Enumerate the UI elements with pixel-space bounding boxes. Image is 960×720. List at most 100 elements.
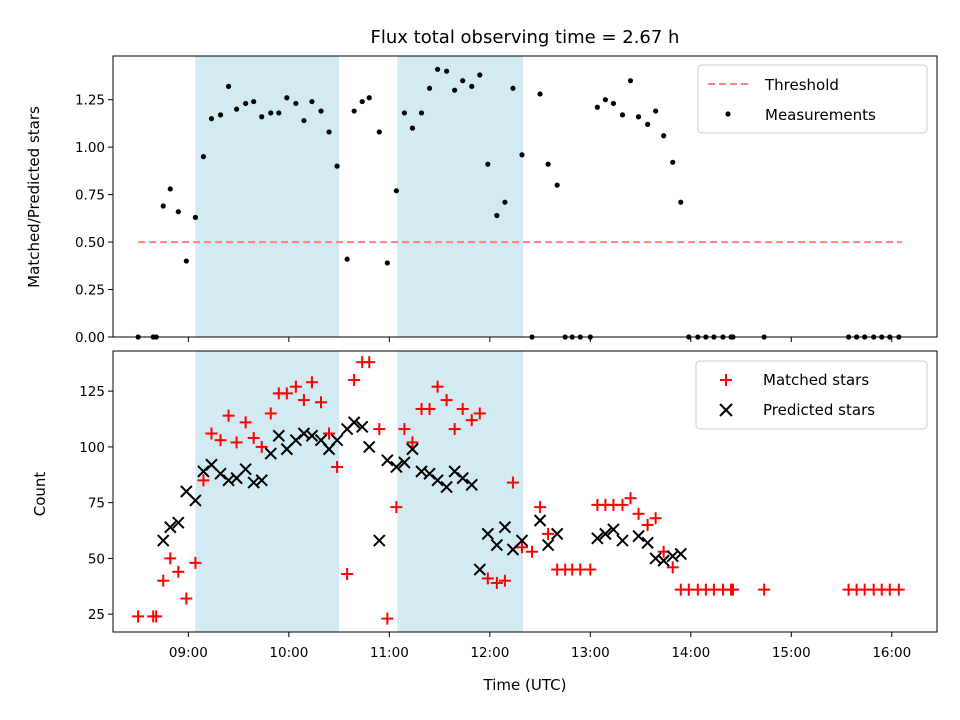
predicted-stars-point <box>490 538 504 552</box>
count-x-tick-label: 16:00 <box>872 645 911 661</box>
measurement-point <box>644 121 651 127</box>
matched-stars-point <box>222 409 235 422</box>
predicted-stars-point <box>272 429 286 442</box>
predicted-stars-point <box>239 462 252 476</box>
measurement-point <box>602 97 608 103</box>
count-legend-box <box>695 360 928 430</box>
matched-stars-point <box>197 474 210 487</box>
measurement-point <box>175 209 181 215</box>
count-shaded-interval-0 <box>195 351 340 632</box>
count-series-1 <box>157 416 687 576</box>
measurement-point <box>376 129 382 135</box>
measurement-point <box>309 98 315 105</box>
measurement-point <box>344 256 350 262</box>
matched-stars-point <box>150 610 163 623</box>
measurement-point <box>259 114 265 120</box>
count-plot-frame <box>112 350 938 633</box>
predicted-stars-point <box>607 523 620 536</box>
predicted-stars-point <box>373 534 386 547</box>
measurement-point <box>393 188 399 194</box>
matched-stars-point <box>641 518 654 531</box>
ratio-shaded-interval-0 <box>195 56 340 337</box>
measurement-point <box>502 199 508 205</box>
measurement-point <box>519 152 525 158</box>
measurement-point <box>594 104 600 110</box>
matched-stars-point <box>473 407 486 420</box>
predicted-stars-point <box>515 534 529 547</box>
predicted-stars-point <box>599 527 612 541</box>
count-y-tick-label: 50 <box>88 551 105 567</box>
matched-stars-point <box>584 563 597 576</box>
matched-stars-point <box>280 387 293 400</box>
ratio-shaded-interval-1 <box>397 56 523 337</box>
count-y-axis-label: Count <box>31 472 49 517</box>
matched-stars-point <box>423 402 436 415</box>
predicted-legend-label: Predicted stars <box>763 401 875 419</box>
measurement-point <box>167 186 173 192</box>
matched-stars-point <box>255 440 268 453</box>
matched-stars-point <box>526 545 539 558</box>
measurements-legend-label: Measurements <box>765 106 876 124</box>
predicted-stars-point <box>247 476 260 489</box>
count-panel: Count Time (UTC) 25 50 75 100 125 09:00 10:00 1… <box>31 350 938 694</box>
predicted-stars-point <box>222 474 235 487</box>
ratio-y-tick-label: 0.50 <box>75 235 105 251</box>
count-y-tick-label: 100 <box>79 440 105 456</box>
predicted-stars-point <box>305 429 319 442</box>
ratio-panel: Matched/Predicted stars 0.00 0.25 0.50 0.75… <box>25 55 938 346</box>
matched-stars-point <box>666 561 679 574</box>
matched-stars-point <box>481 572 494 585</box>
matched-stars-point <box>431 380 444 393</box>
ratio-legend-box <box>697 64 928 134</box>
measurement-point <box>510 85 516 91</box>
measurement-point <box>653 108 659 114</box>
count-y-tick-label: 25 <box>88 607 105 623</box>
predicted-stars-point <box>473 563 486 576</box>
predicted-stars-point <box>632 529 645 543</box>
predicted-stars-point <box>406 442 419 456</box>
measurements-legend-marker <box>725 111 731 117</box>
predicted-stars-point <box>641 536 654 550</box>
measurement-point <box>469 83 475 89</box>
measurement-point <box>334 163 340 169</box>
matched-stars-point <box>315 396 328 409</box>
predicted-stars-point <box>657 554 670 567</box>
measurement-point <box>200 154 207 160</box>
count-shaded-interval-1 <box>397 351 523 632</box>
measurement-point <box>537 91 543 97</box>
count-x-tick-label: 11:00 <box>370 645 409 661</box>
predicted-stars-point <box>550 527 564 541</box>
measurement-point <box>359 98 365 105</box>
measurement-point <box>619 112 626 118</box>
measurement-point <box>293 100 299 107</box>
ratio-y-tick-label: 0.75 <box>75 188 105 204</box>
measurement-point <box>234 106 240 112</box>
matched-stars-point <box>363 356 376 369</box>
measurement-point <box>661 133 667 139</box>
measurement-point <box>670 159 676 165</box>
measurement-point <box>477 72 483 78</box>
threshold-legend-label: Threshold <box>764 76 839 94</box>
predicted-stars-point <box>164 520 177 534</box>
measurement-point <box>678 199 684 205</box>
predicted-stars-point <box>440 480 453 494</box>
matched-stars-point <box>180 592 193 605</box>
matched-stars-point <box>515 541 528 554</box>
matched-stars-point <box>247 431 260 444</box>
matched-stars-point <box>239 416 252 429</box>
count-x-tick-label: 14:00 <box>671 645 710 661</box>
count-y-tick-label: 125 <box>79 384 105 400</box>
measurement-point <box>635 114 642 120</box>
measurement-point <box>384 260 390 266</box>
matched-stars-point <box>465 414 478 427</box>
matched-stars-point <box>490 576 503 589</box>
count-x-tick-label: 09:00 <box>169 645 208 661</box>
measurement-point <box>192 214 198 220</box>
matched-stars-point <box>264 407 277 420</box>
matched-stars-point <box>390 501 403 514</box>
matched-stars-point <box>534 501 547 514</box>
matched-stars-point <box>616 498 629 511</box>
count-x-axis-label: Time (UTC) <box>483 676 567 694</box>
predicted-stars-point <box>297 427 311 440</box>
matched-stars-point <box>323 427 336 440</box>
